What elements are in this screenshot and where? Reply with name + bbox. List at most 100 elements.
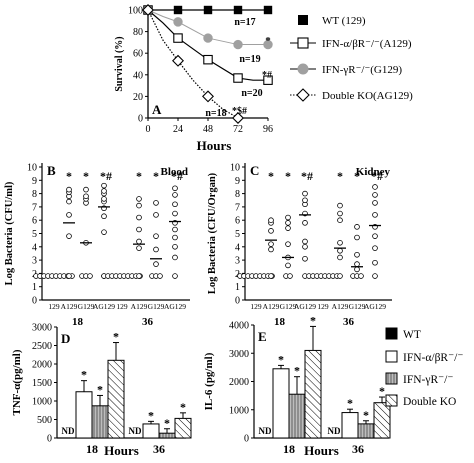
panel-b-data-point [172,210,178,217]
panel-b-data-point [66,186,72,193]
panel-a-x-axis-label: Hours [197,138,232,153]
panel-b-data-point [153,200,159,206]
legend-label: IFN-α/βR⁻/⁻ [403,352,463,364]
panel-a-series-line [147,9,239,119]
legend-swatch [385,372,398,385]
panel-b-data-point [153,233,159,239]
legend-label: Double KO [403,396,456,408]
panel-c-data-point [337,202,343,209]
panel-a-data-point [202,90,214,103]
panel-b-data-point [136,245,142,251]
legend-marker [297,37,309,49]
panel-d-bar [75,391,93,439]
legend-label: IFN-γR⁻/⁻(G129) [322,64,402,76]
panel-c-data-point [302,255,308,262]
panel-e-significance: * [379,384,385,398]
panel-c-data-point [372,259,378,266]
panel-b-y-tick-label: 10 [27,163,37,174]
panel-e-group-label: 18 [283,442,295,456]
legend-label: WT [403,329,421,341]
panel-b-data-point [172,192,178,198]
panel-a-y-axis-label: Survival (%) [114,36,125,91]
panel-b-y-tick-label: 7 [32,202,37,213]
panel-b-category-label: G129 [78,302,95,311]
panel-a-data-point [232,112,244,124]
panel-a-data-point [203,33,213,43]
panel-a-data-point [203,5,213,15]
panel-c-data-point [372,192,378,198]
panel-e-significance: * [347,396,353,410]
panel-a-data-point [173,5,183,15]
panel-b-y-tick-label: 4 [32,242,37,253]
panel-c-data-point [268,228,274,234]
panel-b-data-point [83,193,89,200]
panel-b-data-point [172,254,178,261]
panel-c-data-point [372,245,378,251]
panel-c-data-point [337,254,343,261]
panel-e-bar [288,393,306,439]
panel-c-data-point [337,210,343,217]
panel-a-data-point [173,17,183,27]
panel-b-category-label: 129 [48,302,60,311]
panel-c-category-label: AG129 [294,302,316,311]
panel-b-data-point [172,185,178,192]
panel-b-significance: * [136,169,142,183]
panel-b-y-tick-label: 3 [32,256,37,267]
panel-b-y-tick-label: 8 [32,189,37,200]
panel-a-series-line [147,9,268,46]
legend-swatch [385,350,398,363]
legend-swatch [385,394,398,407]
panel-a-y-tick-label: 40 [133,70,143,81]
panel-c-data-point [372,212,378,218]
panel-a-n-label: n=17 [234,17,255,28]
panel-b-category-label: A129 [61,302,78,311]
panel-a-n-label: n=18 [205,108,226,119]
panel-b-data-point [101,229,107,235]
panel-c-data-point [358,273,364,279]
panel-a-data-point [142,4,154,16]
panel-a-n-label: n=19 [239,54,260,65]
panel-c-group-label: 18 [274,316,286,328]
panel-d-y-tick-label: 3000 [32,323,52,334]
panel-a-data-point [263,5,273,15]
panel-b-data-point [66,233,72,239]
panel-d-significance: * [97,382,103,396]
panel-a-letter: A [152,102,162,117]
panel-c-data-point [372,184,378,190]
panel-c-data-point [372,200,378,206]
panel-a-x-tick-label: 24 [173,124,183,135]
panel-c-data-point [354,266,360,273]
panel-b-category-label: G129 [148,302,165,311]
panel-d-significance: * [180,400,186,414]
panel-c-data-point [268,217,274,224]
panel-c-group-label: 36 [343,316,355,328]
panel-a-significance: *# [262,70,272,81]
panel-b-y-tick-label: 5 [32,229,37,240]
panel-d-nd-label: ND [62,426,75,436]
panel-c-category-label: AG129 [364,302,386,311]
panel-b-significance: *# [100,169,112,183]
panel-c-data-point [337,273,343,279]
panel-c-data-point [285,262,291,269]
panel-c-y-tick-label: 0 [235,296,240,307]
panel-c-data-point [268,241,274,247]
panel-b-y-axis-label: Log Bacteria (CFU/ml) [4,181,15,285]
panel-c-significance: * [354,169,360,183]
panel-c-data-point [302,244,308,250]
panel-c-significance: * [285,169,291,183]
panel-c-data-point [337,247,343,254]
panel-c-category-label: A129 [332,302,349,311]
panel-c-data-point [287,273,293,279]
panel-d-bar [174,417,192,439]
panel-c-data-point [268,273,274,279]
panel-c-title: Kidney [356,166,391,178]
panel-c-category-label: 129 [317,302,329,311]
panel-e-nd-label: ND [259,426,272,436]
panel-b-data-point [66,273,72,279]
panel-e-y-tick-label: 3000 [229,349,249,360]
panel-b-data-point [172,201,178,208]
panel-d-bar [91,405,109,439]
panel-c-data-point [302,190,308,197]
panel-d-group-label: 36 [153,442,165,456]
panel-b-data-point [101,188,107,194]
